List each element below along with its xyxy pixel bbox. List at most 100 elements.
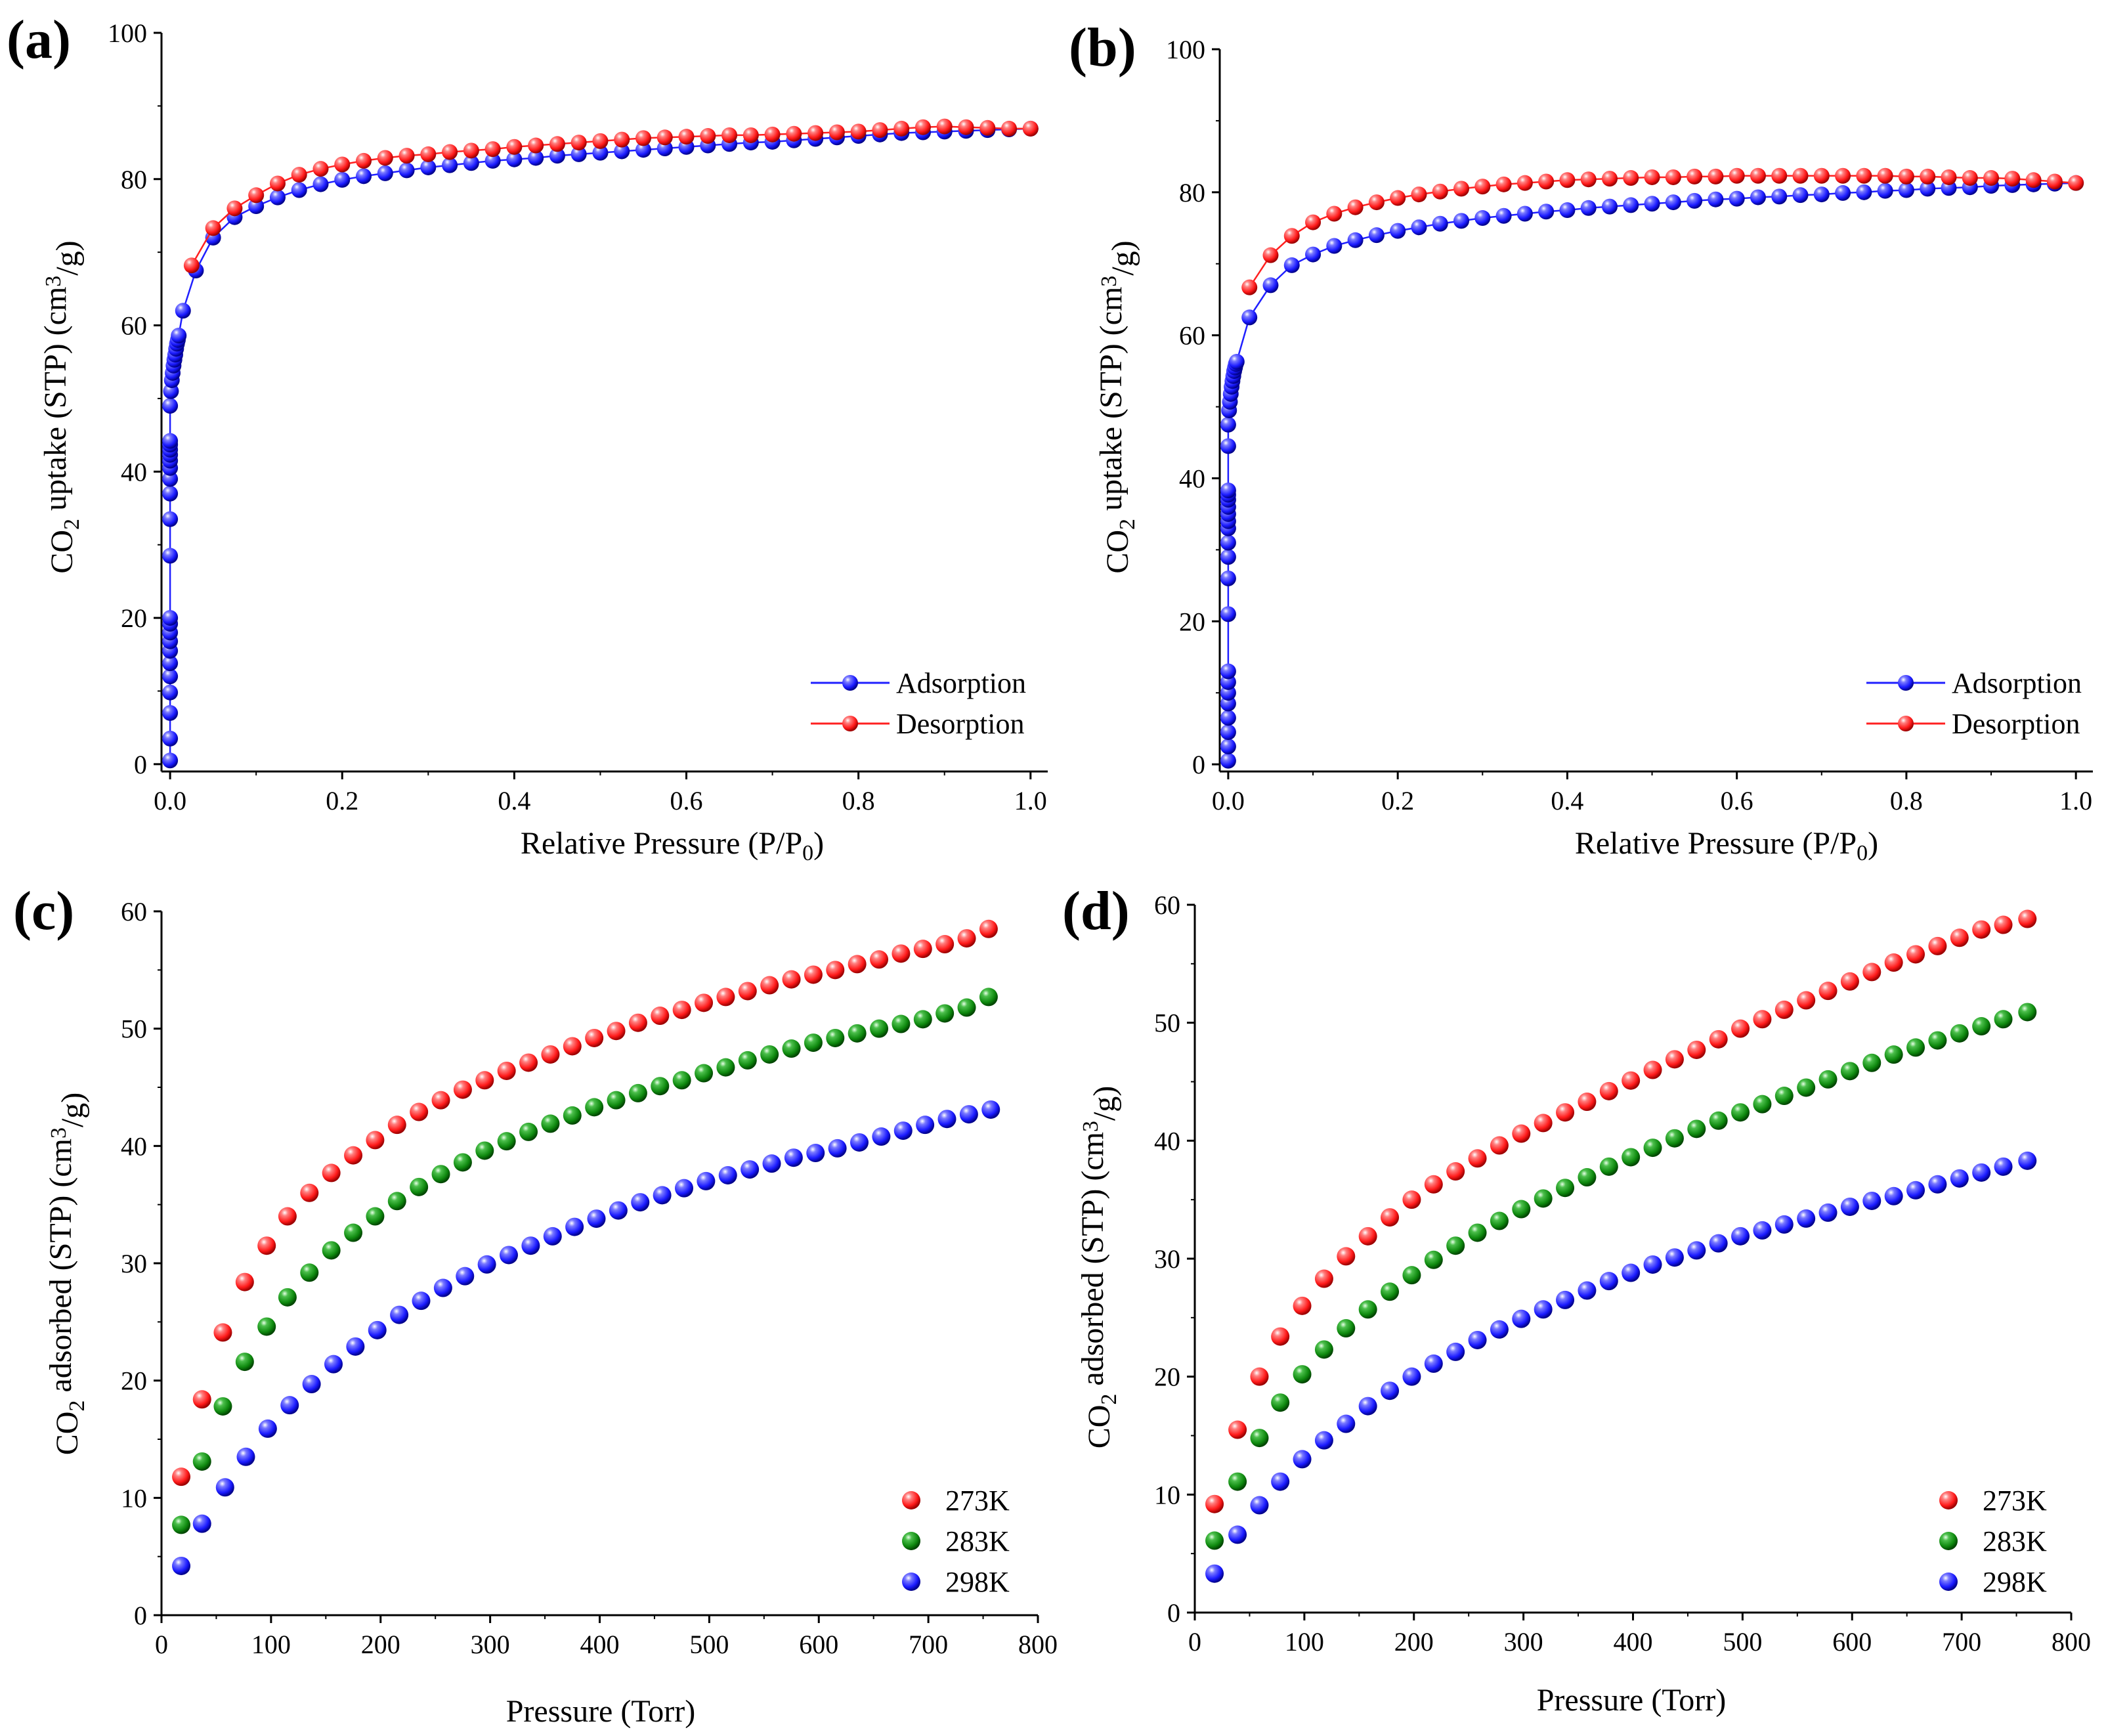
data-point xyxy=(1468,1149,1487,1168)
data-point xyxy=(1495,176,1512,192)
legend-label: 298K xyxy=(1983,1566,2047,1598)
data-point xyxy=(1884,1045,1903,1064)
y-tick-label: 60 xyxy=(1179,321,1205,351)
data-point xyxy=(322,1241,341,1260)
series-line xyxy=(1249,175,2076,288)
series-desorption xyxy=(183,118,1039,274)
data-point xyxy=(506,139,523,155)
data-point xyxy=(291,167,307,183)
y-tick-label: 80 xyxy=(1179,178,1205,207)
data-point xyxy=(1495,207,1512,224)
data-point xyxy=(1962,170,1978,186)
data-point xyxy=(269,189,286,206)
data-point xyxy=(1538,204,1555,220)
data-point xyxy=(1906,945,1925,964)
panel-a: (a) 0.0 0.2 0.4 0.6 0.8 1.0 0 20 40 60 80 100 Adsorp… xyxy=(7,9,1048,865)
data-point xyxy=(300,1263,319,1282)
data-point xyxy=(786,125,802,142)
data-point xyxy=(1920,181,1936,197)
data-point xyxy=(656,129,673,146)
data-point xyxy=(1797,1078,1816,1097)
data-point xyxy=(497,1061,516,1080)
data-point xyxy=(356,152,372,169)
data-point xyxy=(1753,1010,1772,1029)
data-point xyxy=(506,151,523,167)
y-tick-label: 20 xyxy=(121,603,147,633)
x-tick-label: 0.4 xyxy=(498,786,530,815)
data-point xyxy=(248,187,265,204)
data-point xyxy=(248,198,265,214)
data-point xyxy=(1928,1175,1947,1194)
plot-area-a: 0.0 0.2 0.4 0.6 0.8 1.0 0 20 40 60 80 100 Adsorption… xyxy=(108,18,1048,815)
data-point xyxy=(979,987,998,1007)
data-point xyxy=(804,965,823,984)
data-point xyxy=(475,1141,494,1160)
data-point xyxy=(1972,920,1991,939)
data-point xyxy=(453,1153,472,1172)
data-point xyxy=(162,668,179,685)
data-point xyxy=(570,146,587,162)
data-point xyxy=(1305,246,1322,263)
data-point xyxy=(1601,171,1618,187)
data-point xyxy=(1578,1093,1597,1112)
data-point xyxy=(162,398,179,414)
legend-label: Desorption xyxy=(1952,708,2080,740)
data-point xyxy=(1368,227,1385,244)
data-point xyxy=(678,129,695,145)
data-point xyxy=(1753,1095,1772,1114)
data-point xyxy=(1368,194,1385,211)
data-point xyxy=(549,148,565,164)
data-point xyxy=(1665,194,1681,211)
data-point xyxy=(1599,1157,1618,1176)
plot-area-b: 0.0 0.2 0.4 0.6 0.8 1.0 0 20 40 60 80 100 Adsorption… xyxy=(1166,35,2093,815)
data-point xyxy=(1797,1209,1816,1228)
y-tick-label: 20 xyxy=(1154,1362,1180,1392)
data-point xyxy=(366,1131,385,1150)
data-point xyxy=(1687,192,1703,209)
data-point xyxy=(1665,1129,1684,1148)
data-point xyxy=(1840,1062,1859,1081)
y-tick-label: 100 xyxy=(108,18,147,48)
x-tick-label: 1.0 xyxy=(2059,786,2092,815)
data-point xyxy=(607,1022,626,1041)
data-point xyxy=(1390,190,1406,206)
data-point xyxy=(849,1133,869,1152)
panel-label-b: (b) xyxy=(1069,17,1136,78)
data-point xyxy=(1835,184,1851,201)
data-point xyxy=(162,730,179,747)
data-point xyxy=(1623,197,1639,213)
data-point xyxy=(1220,710,1236,726)
data-point xyxy=(742,127,759,143)
data-point xyxy=(651,1007,670,1026)
data-point xyxy=(738,982,757,1001)
data-point xyxy=(958,119,974,135)
data-point xyxy=(1729,167,1745,184)
data-point xyxy=(192,1452,211,1471)
data-point xyxy=(334,156,351,173)
data-point xyxy=(162,655,179,672)
data-point xyxy=(1622,1071,1641,1090)
data-point xyxy=(2068,175,2084,191)
data-point xyxy=(1358,1397,1377,1416)
data-point xyxy=(519,1122,538,1141)
data-point xyxy=(1220,724,1236,741)
data-point xyxy=(1862,963,1881,982)
data-point xyxy=(497,1132,516,1151)
data-point xyxy=(656,140,673,156)
y-axis-label-b: CO2 uptake (STP) (cm3/g) xyxy=(1094,240,1140,573)
data-point xyxy=(721,127,738,143)
data-point xyxy=(1534,1114,1553,1133)
x-tick-label: 0 xyxy=(1188,1627,1201,1657)
data-point xyxy=(312,161,329,177)
panel-b: (b) 0.0 0.2 0.4 0.6 0.8 1.0 0 20 40 60 80 100 Adsorp… xyxy=(1069,17,2093,865)
data-point xyxy=(2018,909,2037,928)
x-tick-label: 0.2 xyxy=(326,786,358,815)
y-tick-label: 50 xyxy=(1154,1009,1180,1038)
data-point xyxy=(585,1028,604,1047)
series-line xyxy=(190,125,1031,266)
data-point xyxy=(1708,168,1724,184)
data-point xyxy=(1950,928,1969,947)
legend-label: 273K xyxy=(945,1485,1010,1517)
data-point xyxy=(1559,172,1576,188)
data-point xyxy=(484,152,501,169)
